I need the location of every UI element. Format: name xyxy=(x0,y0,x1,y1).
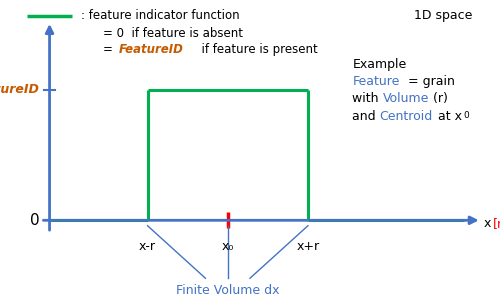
Text: Feature: Feature xyxy=(352,75,400,88)
Text: =: = xyxy=(103,43,117,56)
Text: if feature is present: if feature is present xyxy=(194,43,318,56)
Text: = grain: = grain xyxy=(404,75,454,88)
Text: Finite Volume dx: Finite Volume dx xyxy=(176,284,280,297)
Text: Centroid: Centroid xyxy=(379,109,432,122)
Text: 1D space: 1D space xyxy=(414,9,472,22)
Text: FeatureID: FeatureID xyxy=(0,83,40,96)
Text: FeatureID: FeatureID xyxy=(118,43,184,56)
Text: (r): (r) xyxy=(429,92,448,105)
Text: x-r: x-r xyxy=(139,240,156,253)
Text: with: with xyxy=(352,92,383,105)
Text: and: and xyxy=(352,109,380,122)
Text: [mm]: [mm] xyxy=(493,217,500,230)
Text: Example: Example xyxy=(352,58,406,71)
Text: = 0  if feature is absent: = 0 if feature is absent xyxy=(103,27,243,40)
Text: Volume: Volume xyxy=(382,92,429,105)
Text: at x: at x xyxy=(434,109,462,122)
Text: x₀: x₀ xyxy=(222,240,234,253)
Text: : feature indicator function: : feature indicator function xyxy=(80,9,239,22)
Text: 0: 0 xyxy=(30,213,40,228)
Text: x+r: x+r xyxy=(296,240,320,253)
Text: 0: 0 xyxy=(463,111,468,120)
Text: x: x xyxy=(484,217,499,230)
